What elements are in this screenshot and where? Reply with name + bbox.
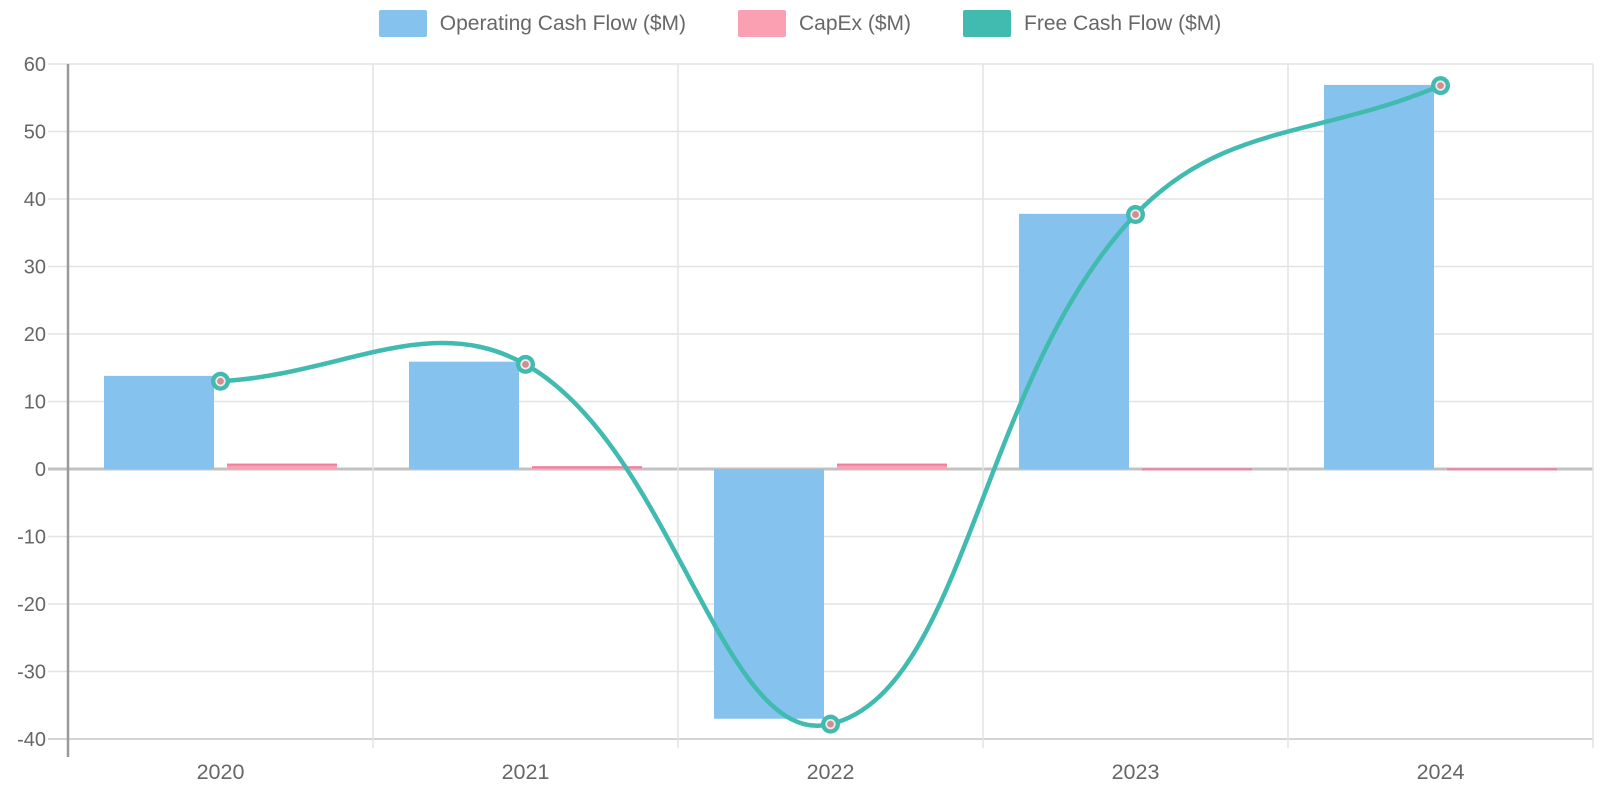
fcf-point-dot — [1437, 82, 1444, 89]
y-axis-label: 60 — [24, 54, 46, 76]
y-axis-label: -10 — [17, 527, 46, 549]
y-axis-label: 40 — [24, 189, 46, 211]
bar-operating-cash-flow[interactable] — [1019, 213, 1129, 469]
fcf-point-dot — [827, 720, 834, 728]
y-axis-label: 30 — [24, 257, 46, 279]
fcf-point-dot — [522, 360, 529, 368]
fcf-point-dot — [1132, 211, 1139, 218]
bar-operating-cash-flow[interactable] — [714, 469, 824, 719]
x-axis-label: 2022 — [807, 760, 855, 784]
legend-item-operating-cash-flow-m[interactable]: Operating Cash Flow ($M) — [378, 10, 686, 37]
x-axis-label: 2021 — [502, 760, 550, 784]
legend-item-capex-m[interactable]: CapEx ($M) — [738, 10, 911, 37]
bar-capex[interactable] — [227, 463, 337, 469]
legend-label: CapEx ($M) — [799, 11, 912, 35]
fcf-line — [218, 83, 1443, 729]
y-axis-label: 0 — [35, 459, 46, 481]
x-axis-label: 2024 — [1417, 760, 1465, 784]
chart-legend: Operating Cash Flow ($M) CapEx ($M) Free C… — [0, 10, 1600, 37]
y-axis-label: -30 — [17, 662, 46, 684]
y-axis-label: -20 — [17, 594, 46, 616]
legend-item-free-cash-flow-m[interactable]: Free Cash Flow ($M) — [963, 10, 1221, 37]
x-axis-label: 2023 — [1112, 760, 1160, 784]
y-axis-label: 10 — [24, 392, 46, 414]
legend-swatch — [963, 10, 1012, 37]
legend-swatch — [738, 10, 786, 37]
bar-operating-cash-flow[interactable] — [409, 361, 519, 469]
legend-label: Free Cash Flow ($M) — [1024, 11, 1222, 35]
fcf-point-dot — [217, 377, 224, 385]
bar-operating-cash-flow[interactable] — [1324, 84, 1434, 470]
y-axis-label: -40 — [17, 729, 46, 751]
y-axis-label: 50 — [24, 122, 46, 144]
legend-swatch — [378, 10, 427, 37]
x-axis-label: 2020 — [197, 760, 245, 784]
y-axis-label: 20 — [24, 324, 46, 346]
bar-operating-cash-flow[interactable] — [104, 375, 214, 469]
legend-label: Operating Cash Flow ($M) — [439, 11, 686, 35]
bar-capex[interactable] — [837, 463, 947, 469]
